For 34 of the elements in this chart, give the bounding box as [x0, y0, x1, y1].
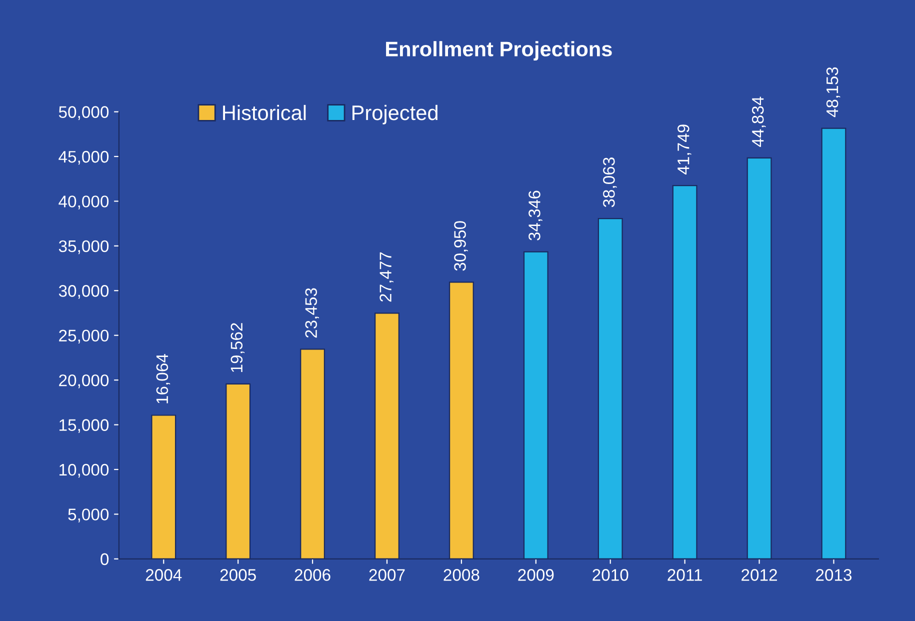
- y-tick-label: 5,000: [68, 508, 109, 522]
- chart-title: Enrollment Projections: [386, 41, 612, 61]
- data-label: 44,834: [752, 96, 766, 147]
- data-label: 34,346: [528, 190, 542, 240]
- x-tick-label: 2008: [444, 569, 480, 581]
- y-tick-label: 50,000: [58, 106, 109, 120]
- legend-label: Historical: [223, 104, 306, 120]
- data-label: 30,950: [454, 221, 468, 271]
- data-label: 27,477: [380, 252, 394, 302]
- data-label: 23,453: [305, 288, 319, 338]
- data-label: 38,063: [603, 158, 617, 208]
- x-tick-label: 2004: [146, 569, 182, 581]
- x-tick-label: 2013: [816, 569, 852, 581]
- y-tick-label: 30,000: [58, 285, 109, 299]
- y-tick-label: 15,000: [60, 419, 109, 433]
- y-tick-label: 40,000: [58, 196, 109, 210]
- x-tick-label: 2010: [592, 569, 628, 581]
- x-tick-label: 2011: [668, 569, 702, 581]
- y-tick-label: 0: [100, 553, 109, 566]
- y-tick-label: 25,000: [59, 330, 109, 344]
- y-tick-label: 35,000: [58, 240, 109, 254]
- legend-label: Projected: [352, 104, 438, 124]
- data-label: 48,153: [826, 67, 840, 118]
- x-tick-label: 2005: [220, 569, 256, 581]
- y-tick-label: 10,000: [60, 464, 109, 478]
- x-tick-label: 2006: [294, 569, 330, 581]
- data-label: 16,064: [156, 354, 170, 404]
- y-tick-label: 20,000: [59, 374, 109, 388]
- data-label: 41,749: [677, 124, 692, 174]
- y-tick-label: 45,000: [58, 150, 109, 165]
- x-tick-label: 2012: [742, 569, 777, 581]
- x-tick-label: 2009: [518, 569, 554, 581]
- data-label: 19,562: [230, 323, 245, 372]
- x-tick-label: 2007: [369, 569, 405, 581]
